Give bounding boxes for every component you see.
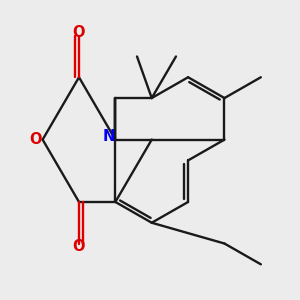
Text: O: O [29,132,42,147]
Text: N: N [102,129,115,144]
Text: O: O [73,25,85,40]
Text: O: O [73,239,85,254]
